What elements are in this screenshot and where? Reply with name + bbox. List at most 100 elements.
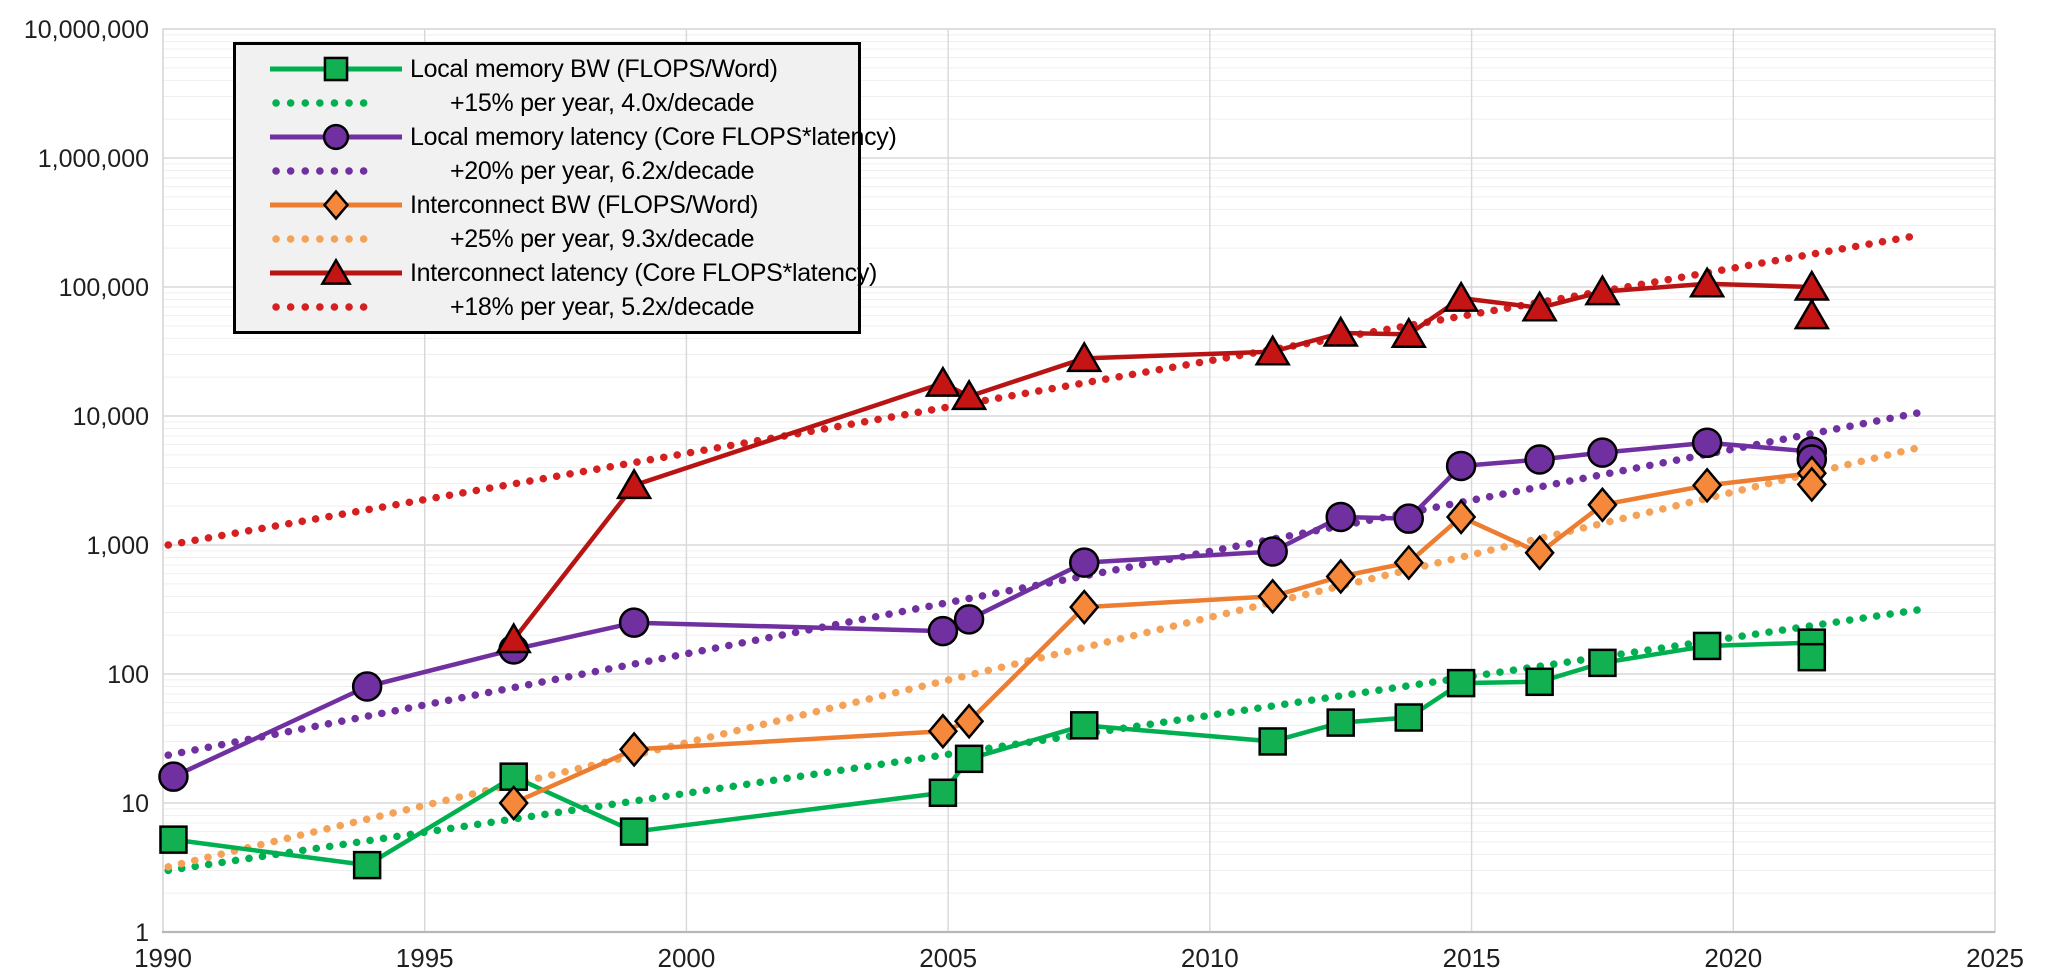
triangle-marker-icon [1521, 290, 1558, 322]
dotted-line-swatch-icon [272, 303, 378, 311]
trend-dotted-line [164, 605, 1926, 875]
diamond-marker-icon [1325, 558, 1356, 595]
trend-dotted-line [164, 443, 1926, 871]
dotted-line-swatch-icon [272, 167, 378, 175]
x-tick-label: 1990 [134, 943, 192, 973]
series-line [171, 440, 1815, 779]
legend-label: Interconnect latency (Core FLOPS*latency… [410, 258, 878, 287]
square-marker-icon [1588, 648, 1617, 678]
circle-marker-icon [618, 607, 650, 638]
series-line [511, 281, 1815, 642]
legend-label: +15% per year, 4.0x/decade [450, 88, 755, 117]
legend-item-interconnect-bw: Interconnect BW (FLOPS/Word) [270, 188, 858, 222]
legend-item-local-memory-latency: Local memory latency (Core FLOPS*latency… [270, 120, 897, 154]
x-tick-label: 2005 [919, 943, 977, 973]
square-marker-icon [1326, 708, 1355, 737]
triangle-marker-icon [1066, 340, 1103, 373]
x-tick-label: 2000 [658, 943, 716, 973]
square-marker-icon [1069, 711, 1099, 740]
diamond-marker-icon [1691, 467, 1723, 504]
square-marker-icon [159, 825, 188, 854]
y-tick-label: 100,000 [59, 274, 149, 302]
circle-marker-icon [351, 671, 383, 702]
circle-marker-icon [927, 615, 959, 647]
diamond-marker-icon [953, 703, 985, 740]
y-tick-label: 1,000,000 [38, 145, 149, 173]
line-diamond-swatch-icon [270, 189, 402, 221]
circle-marker-icon [1393, 503, 1425, 534]
y-tick-label: 10 [121, 790, 149, 818]
legend-item-interconnect-latency: Interconnect latency (Core FLOPS*latency… [270, 256, 877, 290]
x-tick-label: 2010 [1181, 943, 1239, 973]
x-tick-label: 2020 [1704, 943, 1762, 973]
series-line [511, 470, 1815, 806]
x-tick-label: 1995 [396, 943, 454, 973]
diamond-marker-icon [618, 731, 650, 768]
series-line [171, 640, 1815, 868]
square-marker-icon [928, 778, 958, 808]
triangle-marker-icon [1442, 280, 1480, 312]
circle-marker-icon [1445, 450, 1477, 482]
diamond-marker-icon [1069, 589, 1100, 626]
circle-marker-icon [1068, 547, 1100, 578]
x-tick-label: 2015 [1443, 943, 1501, 973]
triangle-marker-icon [1793, 298, 1830, 330]
dotted-line-swatch-icon [272, 99, 378, 107]
square-marker-icon [1394, 703, 1424, 732]
legend-label: Local memory latency (Core FLOPS*latency… [410, 122, 897, 151]
triangle-marker-icon [1254, 334, 1291, 366]
y-tick-label: 1,000 [86, 532, 149, 560]
diamond-marker-icon [1587, 486, 1618, 523]
legend-item-interconnect-bw-trend: +25% per year, 9.3x/decade [270, 222, 858, 256]
circle-marker-icon [953, 604, 985, 635]
square-marker-icon [1692, 631, 1722, 661]
legend-label: Interconnect BW (FLOPS/Word) [410, 190, 759, 219]
y-tick-label: 10,000 [73, 403, 149, 431]
line-triangle-swatch-icon [270, 257, 402, 285]
legend-label: +25% per year, 9.3x/decade [450, 224, 755, 253]
line-circle-swatch-icon [270, 123, 402, 151]
square-marker-icon [1797, 642, 1827, 672]
legend-box: Local memory BW (FLOPS/Word) +15% per ye… [233, 42, 897, 334]
triangle-marker-icon [495, 622, 532, 654]
diamond-marker-icon [1257, 578, 1288, 615]
triangle-marker-icon [1322, 315, 1359, 347]
diamond-marker-icon [1524, 534, 1555, 571]
diamond-marker-icon [1393, 544, 1424, 581]
legend-item-interconnect-latency-trend: +18% per year, 5.2x/decade [270, 290, 858, 324]
square-marker-icon [1525, 667, 1554, 697]
y-tick-label: 1 [135, 919, 149, 947]
legend-item-memory-latency-trend: +20% per year, 6.2x/decade [270, 154, 858, 188]
triangle-marker-icon [320, 257, 352, 285]
triangle-marker-icon [1584, 274, 1621, 306]
line-square-swatch-icon [270, 56, 402, 82]
square-marker-icon [1258, 727, 1287, 756]
legend-item-memory-bw-trend: +15% per year, 4.0x/decade [270, 86, 858, 120]
circle-marker-icon [1691, 427, 1723, 459]
square-marker-icon [352, 850, 382, 880]
dotted-line-swatch-icon [272, 235, 378, 243]
diamond-marker-icon [1445, 499, 1477, 535]
triangle-marker-icon [1688, 266, 1726, 298]
triangle-marker-icon [615, 467, 653, 500]
triangle-marker-icon [924, 365, 962, 397]
legend-item-local-memory-bw: Local memory BW (FLOPS/Word) [270, 52, 858, 86]
circle-marker-icon [158, 761, 189, 792]
triangle-marker-icon [950, 378, 988, 411]
y-tick-label: 10,000,000 [24, 16, 149, 44]
circle-marker-icon [1587, 437, 1618, 468]
diamond-marker-icon [322, 189, 350, 221]
legend-label: +18% per year, 5.2x/decade [450, 292, 755, 321]
legend-label: +20% per year, 6.2x/decade [450, 156, 755, 185]
circle-marker-icon [1257, 536, 1288, 567]
trend-dotted-line [164, 231, 1926, 549]
square-marker-icon [323, 56, 349, 82]
diamond-marker-icon [1796, 466, 1827, 503]
triangle-marker-icon [1390, 316, 1427, 349]
circle-marker-icon [322, 123, 350, 151]
legend-label: Local memory BW (FLOPS/Word) [410, 54, 778, 83]
trend-dotted-line [164, 408, 1926, 759]
circle-marker-icon [1524, 444, 1555, 475]
